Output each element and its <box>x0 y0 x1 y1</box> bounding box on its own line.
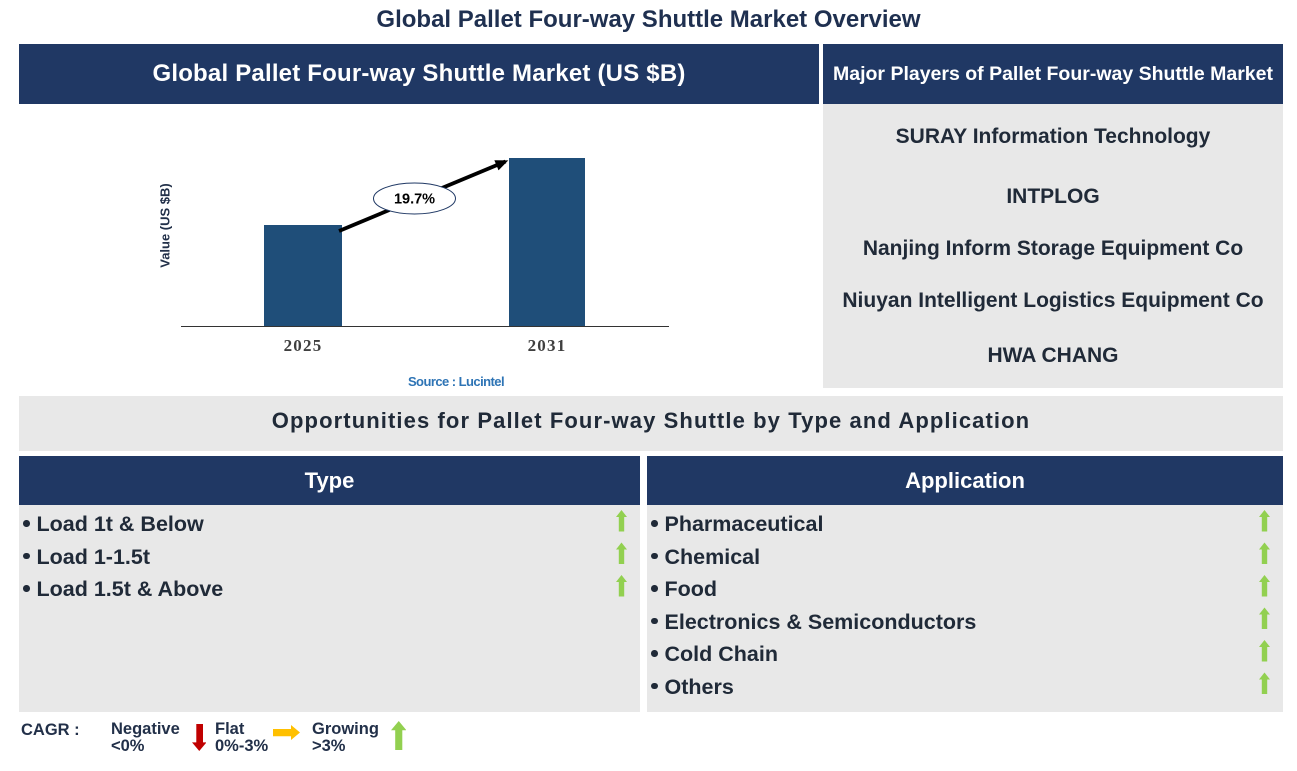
svg-text:19.7%: 19.7% <box>394 192 435 208</box>
